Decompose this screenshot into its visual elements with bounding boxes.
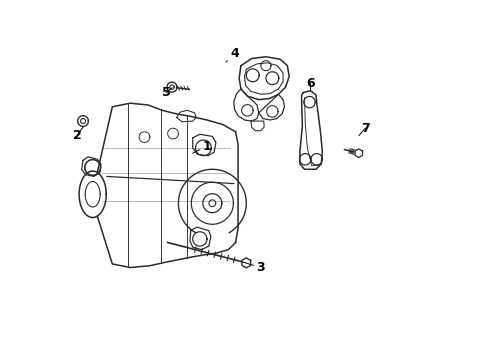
Polygon shape	[242, 258, 250, 268]
Polygon shape	[166, 82, 177, 92]
Polygon shape	[81, 157, 101, 176]
Text: 5: 5	[161, 86, 172, 99]
Text: 3: 3	[241, 261, 264, 274]
Polygon shape	[250, 121, 264, 131]
Polygon shape	[299, 91, 322, 169]
Polygon shape	[176, 111, 196, 122]
Text: 4: 4	[225, 47, 238, 62]
Polygon shape	[78, 116, 88, 126]
Polygon shape	[258, 94, 284, 120]
Text: 2: 2	[73, 127, 83, 142]
Polygon shape	[189, 227, 210, 249]
Text: 6: 6	[305, 77, 314, 90]
Polygon shape	[354, 149, 362, 157]
Polygon shape	[239, 57, 288, 100]
Text: 7: 7	[358, 122, 369, 136]
Polygon shape	[233, 89, 258, 121]
Text: 1: 1	[192, 140, 211, 153]
Polygon shape	[192, 134, 216, 156]
